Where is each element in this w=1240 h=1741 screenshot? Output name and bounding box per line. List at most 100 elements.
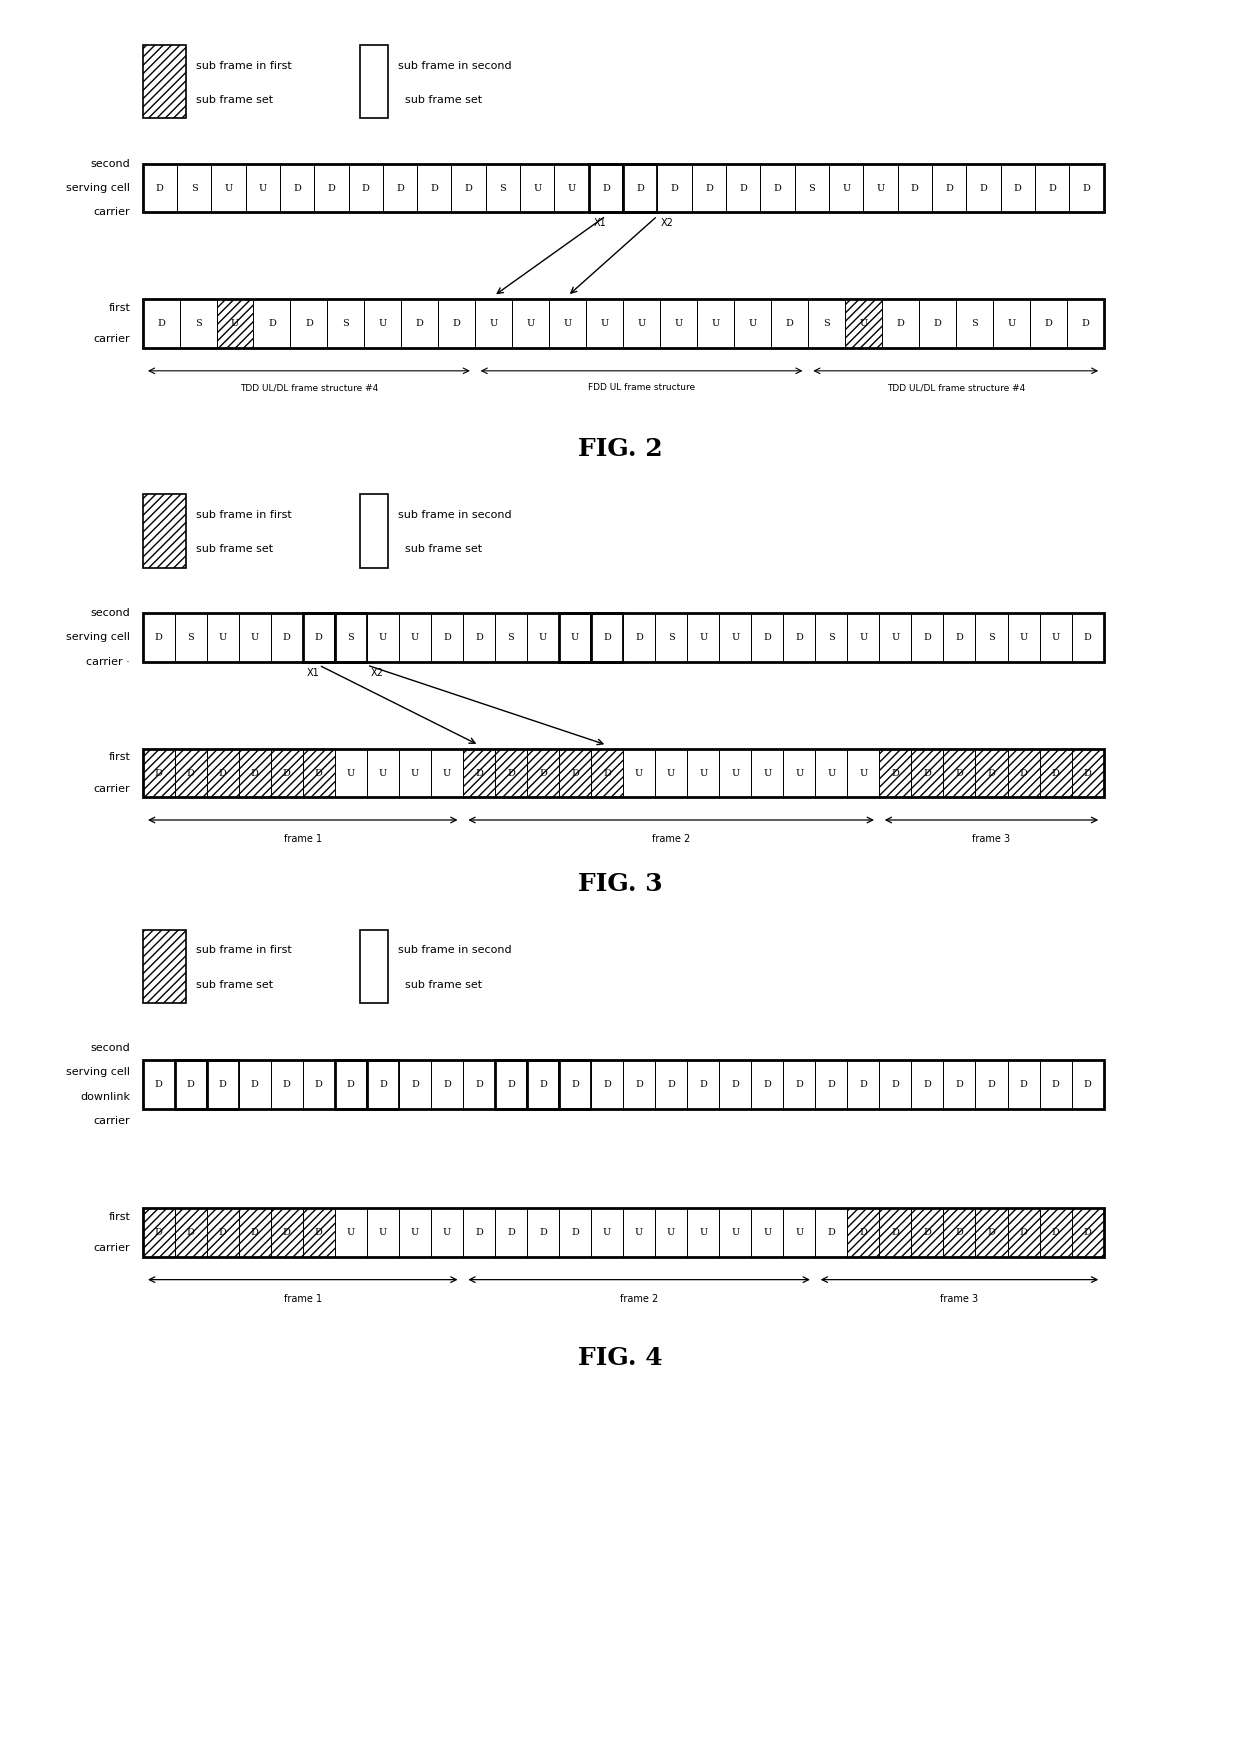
Text: D: D [827,1079,836,1090]
Text: D: D [956,1079,963,1090]
Text: D: D [410,1079,419,1090]
Text: U: U [224,183,233,193]
FancyBboxPatch shape [270,749,303,797]
Text: D: D [268,319,277,329]
Text: D: D [155,632,162,642]
FancyBboxPatch shape [335,613,367,662]
FancyBboxPatch shape [495,1060,527,1109]
Text: sub frame set: sub frame set [398,545,482,554]
Text: D: D [465,183,472,193]
FancyBboxPatch shape [1029,299,1066,348]
FancyBboxPatch shape [402,299,438,348]
Text: D: D [987,768,996,778]
Text: sub frame in second: sub frame in second [398,61,511,71]
FancyBboxPatch shape [660,299,697,348]
FancyBboxPatch shape [911,1060,944,1109]
FancyBboxPatch shape [657,164,692,212]
FancyBboxPatch shape [697,299,734,348]
Text: U: U [732,768,739,778]
FancyBboxPatch shape [527,749,559,797]
FancyBboxPatch shape [463,1060,495,1109]
Text: D: D [1044,319,1052,329]
Text: FIG. 3: FIG. 3 [578,872,662,897]
Text: D: D [218,1079,227,1090]
Text: U: U [378,319,387,329]
Text: U: U [378,768,387,778]
FancyBboxPatch shape [367,613,399,662]
Text: D: D [764,632,771,642]
Text: U: U [763,1227,771,1238]
FancyBboxPatch shape [847,749,879,797]
Text: serving cell: serving cell [66,1067,130,1078]
Text: D: D [347,1079,355,1090]
Text: D: D [315,1079,322,1090]
FancyBboxPatch shape [976,1060,1007,1109]
Text: D: D [1084,1227,1091,1238]
FancyBboxPatch shape [303,1208,335,1257]
Text: U: U [732,632,739,642]
Text: D: D [396,183,404,193]
FancyBboxPatch shape [559,749,591,797]
FancyBboxPatch shape [771,299,808,348]
FancyBboxPatch shape [976,1208,1007,1257]
FancyBboxPatch shape [559,1060,591,1109]
FancyBboxPatch shape [816,749,847,797]
Text: D: D [475,632,482,642]
Text: D: D [475,768,482,778]
FancyBboxPatch shape [624,749,655,797]
Text: D: D [218,768,227,778]
Text: U: U [347,1227,355,1238]
FancyBboxPatch shape [527,1060,559,1109]
Text: sub frame in first: sub frame in first [196,510,291,521]
FancyBboxPatch shape [879,1060,911,1109]
FancyBboxPatch shape [207,1208,238,1257]
Text: D: D [187,1079,195,1090]
Text: D: D [362,183,370,193]
FancyBboxPatch shape [463,1208,495,1257]
FancyBboxPatch shape [1066,299,1104,348]
Text: U: U [443,768,451,778]
FancyBboxPatch shape [143,299,180,348]
FancyBboxPatch shape [463,749,495,797]
FancyBboxPatch shape [719,1208,751,1257]
Text: U: U [635,1227,644,1238]
Text: FDD UL frame structure: FDD UL frame structure [588,383,696,392]
FancyBboxPatch shape [847,613,879,662]
FancyBboxPatch shape [591,1060,624,1109]
Text: D: D [507,1227,515,1238]
FancyBboxPatch shape [432,749,463,797]
Text: S: S [668,632,675,642]
Text: U: U [410,1227,419,1238]
FancyBboxPatch shape [795,164,830,212]
FancyBboxPatch shape [687,1208,719,1257]
Text: D: D [157,319,165,329]
Text: D: D [1019,1079,1028,1090]
FancyBboxPatch shape [591,749,624,797]
Text: D: D [924,1079,931,1090]
Text: D: D [795,632,804,642]
Text: D: D [603,632,611,642]
Text: U: U [712,319,719,329]
Text: D: D [572,1079,579,1090]
Text: D: D [539,1079,547,1090]
Text: D: D [667,1079,675,1090]
FancyBboxPatch shape [751,613,784,662]
Text: frame 1: frame 1 [284,834,322,844]
Text: D: D [1048,183,1056,193]
FancyBboxPatch shape [956,299,993,348]
FancyBboxPatch shape [1071,613,1104,662]
Text: D: D [945,183,954,193]
Text: U: U [699,632,707,642]
FancyBboxPatch shape [238,1208,270,1257]
FancyBboxPatch shape [1007,613,1039,662]
FancyBboxPatch shape [655,1060,687,1109]
Text: S: S [823,319,830,329]
FancyBboxPatch shape [143,930,186,1003]
Text: D: D [897,319,904,329]
Text: FIG. 2: FIG. 2 [578,437,662,461]
Text: U: U [533,183,542,193]
FancyBboxPatch shape [655,613,687,662]
FancyBboxPatch shape [727,164,760,212]
FancyBboxPatch shape [520,164,554,212]
FancyBboxPatch shape [760,164,795,212]
